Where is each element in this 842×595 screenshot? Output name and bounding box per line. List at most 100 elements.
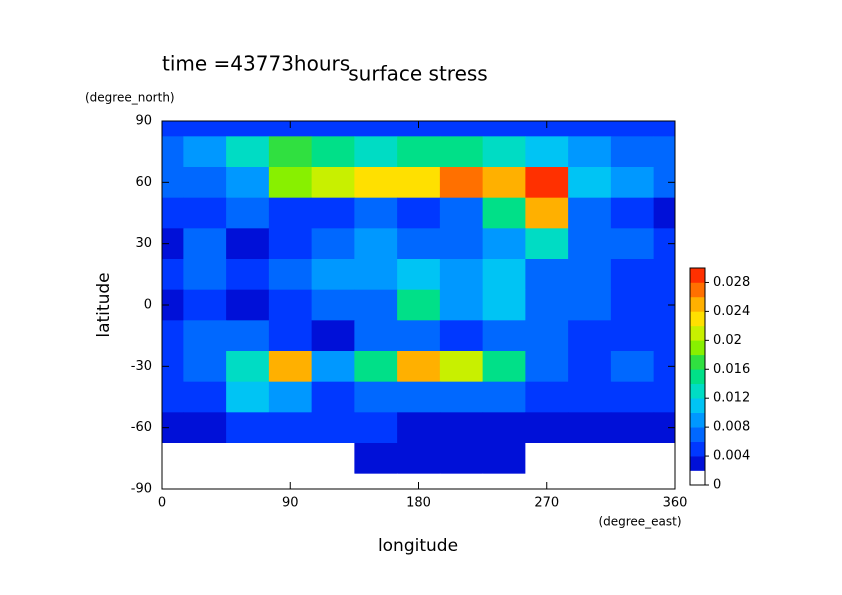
- field-cell: [653, 121, 675, 137]
- field-cell: [354, 412, 398, 444]
- x-unit: (degree_east): [598, 515, 681, 529]
- x-tick-label: 0: [158, 496, 166, 511]
- field-cell: [568, 351, 612, 383]
- field-cell: [311, 259, 355, 291]
- colorbar-swatch: [690, 398, 705, 413]
- field-cell: [610, 443, 655, 475]
- field-cell: [653, 473, 675, 489]
- colorbar-tick-label: 0.004: [713, 449, 750, 464]
- field-cell: [183, 167, 227, 199]
- field-cell: [268, 121, 313, 137]
- colorbar-swatch: [690, 268, 705, 283]
- field-cell: [162, 197, 184, 229]
- field-cell: [311, 320, 355, 352]
- field-cell: [653, 289, 675, 321]
- field-cell: [162, 381, 184, 413]
- field-cell: [354, 167, 398, 199]
- field-cell: [268, 259, 313, 291]
- field-cell: [268, 412, 313, 444]
- field-cell: [525, 167, 569, 199]
- colorbar-swatch: [690, 311, 705, 327]
- field-cell: [397, 320, 441, 352]
- field-cell: [397, 443, 441, 475]
- field-cell: [653, 259, 675, 291]
- field-cell: [610, 412, 655, 444]
- field-cell: [482, 443, 526, 475]
- field-cell: [568, 228, 612, 260]
- field-cell: [268, 320, 313, 352]
- field-cell: [397, 381, 441, 413]
- chart-subtitle: time =43773hours: [162, 52, 350, 76]
- field-cell: [226, 381, 270, 413]
- field-cell: [226, 289, 270, 321]
- field-cell: [568, 320, 612, 352]
- field-cell: [162, 259, 184, 291]
- field-cell: [397, 228, 441, 260]
- field-cell: [311, 473, 355, 489]
- field-cell: [610, 473, 655, 489]
- field-cell: [568, 289, 612, 321]
- field-cell: [354, 228, 398, 260]
- field-cell: [311, 289, 355, 321]
- field-cell: [183, 259, 227, 291]
- field-cell: [610, 136, 655, 168]
- field-cell: [568, 473, 612, 489]
- field-cell: [268, 197, 313, 229]
- field-cell: [183, 136, 227, 168]
- field-cell: [482, 259, 526, 291]
- field-cell: [653, 412, 675, 444]
- field-cell: [482, 381, 526, 413]
- field-cell: [482, 473, 526, 489]
- field-cell: [354, 289, 398, 321]
- field-cell: [226, 259, 270, 291]
- field-cell: [354, 121, 398, 137]
- colorbar-swatch: [690, 340, 705, 356]
- field-cell: [311, 136, 355, 168]
- field-cell: [439, 351, 484, 383]
- y-tick-label: -30: [131, 359, 152, 374]
- field-cell: [397, 473, 441, 489]
- field-cell: [653, 443, 675, 475]
- field-cell: [525, 443, 569, 475]
- y-axis-label: latitude: [94, 272, 114, 337]
- field-cell: [653, 167, 675, 199]
- field-cell: [525, 289, 569, 321]
- field-cell: [439, 473, 484, 489]
- field-cell: [162, 320, 184, 352]
- colorbar-swatch: [690, 296, 705, 312]
- field-cell: [525, 197, 569, 229]
- field-cell: [525, 228, 569, 260]
- field-cell: [268, 136, 313, 168]
- field-cell: [354, 136, 398, 168]
- field-cell: [610, 167, 655, 199]
- field-cell: [653, 197, 675, 229]
- y-tick-label: 60: [135, 175, 152, 190]
- field-cell: [397, 259, 441, 291]
- field-cell: [162, 351, 184, 383]
- chart-title: surface stress: [348, 62, 487, 86]
- field-cell: [610, 121, 655, 137]
- field-cell: [525, 381, 569, 413]
- field-cell: [226, 167, 270, 199]
- field-cell: [439, 136, 484, 168]
- colorbar-swatch: [690, 383, 705, 399]
- field-cell: [610, 351, 655, 383]
- field-cell: [268, 443, 313, 475]
- field-cell: [397, 197, 441, 229]
- x-tick-label: 360: [663, 496, 688, 511]
- field-cell: [268, 351, 313, 383]
- field-cell: [525, 473, 569, 489]
- y-unit: (degree_north): [85, 91, 175, 105]
- field-cell: [482, 121, 526, 137]
- field-cell: [183, 473, 227, 489]
- field-cell: [397, 351, 441, 383]
- field-cell: [354, 259, 398, 291]
- y-tick-label: -60: [131, 420, 152, 435]
- field-cell: [162, 443, 184, 475]
- y-tick-label: 0: [144, 298, 152, 313]
- field-cell: [183, 412, 227, 444]
- field-cell: [525, 121, 569, 137]
- field-cell: [311, 351, 355, 383]
- field-cell: [610, 289, 655, 321]
